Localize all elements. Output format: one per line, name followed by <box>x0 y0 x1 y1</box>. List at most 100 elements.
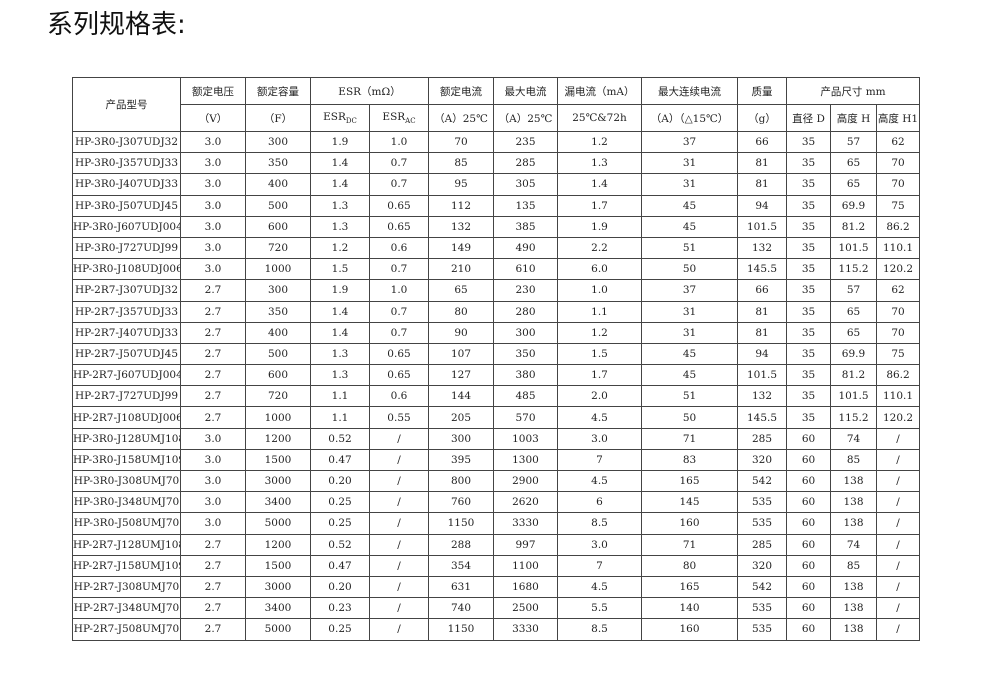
table-cell: 5000 <box>245 512 311 535</box>
table-cell: 8.5 <box>557 512 642 535</box>
table-cell: 160 <box>641 618 738 641</box>
table-cell: 74 <box>830 533 877 556</box>
table-cell: 3.0 <box>180 236 246 260</box>
table-cell: 45 <box>641 364 738 387</box>
table-cell: 720 <box>245 236 311 260</box>
table-cell: 138 <box>830 597 877 620</box>
table-cell: 3.0 <box>180 173 246 196</box>
table-cell: 60 <box>786 597 831 620</box>
table-cell: 71 <box>641 533 738 556</box>
table-cell: 600 <box>245 364 311 387</box>
table-cell: 542 <box>737 469 787 493</box>
table-cell: HP-2R7-J307UDJ32 <box>72 279 181 302</box>
table-cell: 1500 <box>245 448 311 472</box>
table-cell: 535 <box>737 512 787 535</box>
table-cell: 2.7 <box>180 554 246 577</box>
table-cell: 165 <box>641 469 738 493</box>
table-cell: 35 <box>786 236 831 260</box>
header-max-current-unit: （A）25℃ <box>493 104 558 132</box>
table-cell: HP-3R0-J357UDJ33 <box>72 152 181 175</box>
table-cell: 1.1 <box>310 385 370 408</box>
table-cell: 0.20 <box>310 469 370 493</box>
table-cell: 1.9 <box>310 279 370 302</box>
table-cell: 288 <box>428 533 494 556</box>
table-cell: 144 <box>428 385 494 408</box>
spec-table: 产品型号 额定电压 额定容量 ESR（mΩ） 额定电流 最大电流 漏电流（mA）… <box>72 77 921 641</box>
table-cell: 138 <box>830 491 877 514</box>
table-cell: / <box>369 597 429 620</box>
table-cell: 149 <box>428 236 494 260</box>
table-cell: / <box>369 427 429 450</box>
table-cell: 65 <box>830 152 877 175</box>
table-cell: 138 <box>830 575 877 599</box>
table-cell: 1.3 <box>310 364 370 387</box>
table-cell: 1.3 <box>310 215 370 238</box>
table-cell: 2.7 <box>180 533 246 556</box>
table-cell: 35 <box>786 152 831 175</box>
table-cell: / <box>875 597 921 620</box>
table-cell: 3.0 <box>557 533 642 556</box>
table-cell: 4.5 <box>557 575 642 599</box>
table-cell: 0.65 <box>369 342 429 366</box>
table-cell: 3330 <box>493 618 558 641</box>
table-cell: 2620 <box>493 491 558 514</box>
table-cell: 1000 <box>245 406 311 429</box>
table-cell: 4.5 <box>557 469 642 493</box>
table-cell: 145 <box>641 491 738 514</box>
table-cell: 1.0 <box>557 279 642 302</box>
table-cell: / <box>369 512 429 535</box>
table-cell: 2.7 <box>180 279 246 302</box>
header-model: 产品型号 <box>72 77 181 132</box>
table-cell: 2.7 <box>180 342 246 366</box>
table-cell: 3.0 <box>180 215 246 238</box>
table-cell: 1300 <box>493 448 558 472</box>
table-cell: 1.2 <box>557 321 642 344</box>
table-cell: 280 <box>493 300 558 323</box>
table-row: HP-3R0-J407UDJ33 3.0 400 1.4 0.7 95 305 1.4 31 81… <box>72 173 921 196</box>
table-cell: 1.4 <box>310 321 370 344</box>
table-cell: 62 <box>875 130 921 154</box>
table-cell: 80 <box>428 300 494 323</box>
table-cell: / <box>875 469 921 493</box>
table-cell: 120.2 <box>875 258 921 281</box>
table-cell: 35 <box>786 385 831 408</box>
table-cell: 610 <box>493 258 558 281</box>
table-cell: 3.0 <box>557 427 642 450</box>
table-cell: 5.5 <box>557 597 642 620</box>
table-cell: 800 <box>428 469 494 493</box>
table-cell: 300 <box>245 279 311 302</box>
table-cell: 71 <box>641 427 738 450</box>
table-cell: 37 <box>641 130 738 154</box>
table-cell: 0.65 <box>369 364 429 387</box>
table-cell: 70 <box>875 152 921 175</box>
table-cell: 85 <box>830 554 877 577</box>
table-cell: 500 <box>245 194 311 217</box>
table-row: HP-2R7-J607UDJ004 2.7 600 1.3 0.65 127 380 1.7 4… <box>72 364 921 387</box>
table-cell: 45 <box>641 215 738 238</box>
table-cell: 35 <box>786 364 831 387</box>
header-capacity-unit: （F） <box>245 104 311 132</box>
table-cell: / <box>875 618 921 641</box>
table-cell: 127 <box>428 364 494 387</box>
table-cell: 35 <box>786 194 831 217</box>
table-row: HP-2R7-J308UMJ70 2.7 3000 0.20/631 1680 4.5 16… <box>72 575 921 599</box>
table-cell: 1.5 <box>310 258 370 281</box>
table-cell: 2900 <box>493 469 558 493</box>
table-cell: / <box>875 491 921 514</box>
table-row: HP-2R7-J307UDJ32 2.7 300 1.9 1.0 65 230 1.0 37 66… <box>72 279 921 302</box>
table-cell: 997 <box>493 533 558 556</box>
table-cell: 354 <box>428 554 494 577</box>
table-cell: 0.7 <box>369 258 429 281</box>
table-cell: 2.7 <box>180 385 246 408</box>
header-voltage-unit: （V） <box>180 104 246 132</box>
table-cell: 94 <box>737 194 787 217</box>
table-row: HP-2R7-J508UMJ70 2.7 5000 0.25/1150 3330 8.5 1… <box>72 618 921 641</box>
table-cell: / <box>369 469 429 493</box>
header-esr: ESR（mΩ） <box>310 77 429 105</box>
table-cell: HP-3R0-J108UDJ006 <box>72 258 181 281</box>
table-cell: 535 <box>737 618 787 641</box>
table-cell: 0.6 <box>369 385 429 408</box>
table-cell: 0.7 <box>369 321 429 344</box>
table-cell: 3.0 <box>180 130 246 154</box>
table-cell: 145.5 <box>737 406 787 429</box>
